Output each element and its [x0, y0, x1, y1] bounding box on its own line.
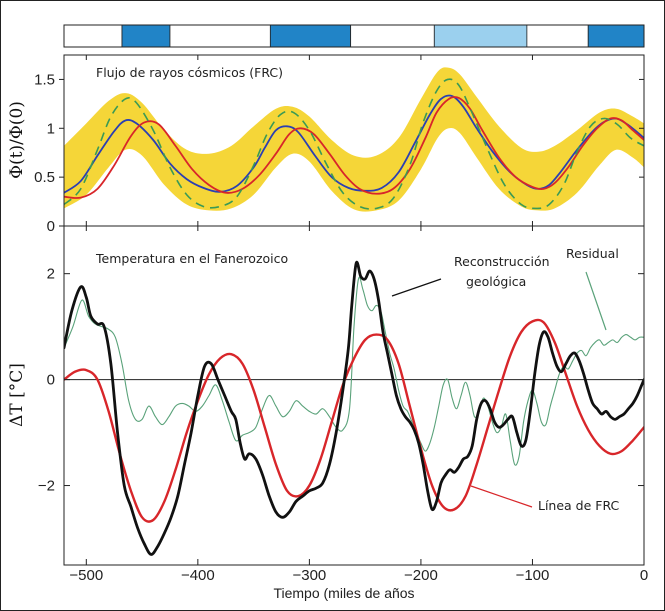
temperature-y-ticks: −2 0 2 [38, 266, 644, 495]
flux-ytick-label: 0 [47, 218, 55, 235]
series-linea-de-frc [64, 318, 644, 523]
temperature-panel-title: Temperatura en el Fanerozoico [95, 251, 288, 266]
period-bar [63, 24, 645, 48]
flux-ytick-label: 1.5 [34, 71, 55, 88]
temperature-series-group [64, 260, 644, 556]
flux-band-area [64, 67, 644, 212]
xtick-label: −400 [181, 567, 215, 584]
temperature-panel-frame [63, 225, 645, 566]
flux-ytick-label: 1 [47, 120, 55, 137]
temperature-ytick-label: −2 [38, 478, 55, 495]
series-frc-roja [64, 96, 644, 199]
series-reconstruccion-geologica [64, 260, 644, 556]
annotation-geological-pointer [391, 278, 442, 297]
flux-uncertainty-band [64, 67, 644, 212]
xtick-label: −200 [404, 567, 438, 584]
period-segment-4 [269, 24, 352, 48]
annotation-geological-line2: geológica [466, 274, 526, 289]
series-frc-verde-discontinua [64, 78, 644, 210]
period-segment-6 [433, 24, 528, 48]
period-segment-1 [63, 24, 123, 48]
flux-ytick-label: 0.5 [34, 169, 55, 186]
flux-series-group [64, 78, 644, 210]
temperature-y-axis-label: ΔT [°C] [7, 363, 27, 427]
time-x-axis-label: Tiempo (miles de años [273, 585, 414, 601]
flux-y-axis-label: Φ(t)/Φ(0) [7, 101, 27, 179]
annotation-geological-line1: Reconstrucción [454, 254, 550, 269]
xtick-label: −300 [292, 567, 326, 584]
flux-y-ticks: 0 0.5 1 1.5 [34, 71, 644, 235]
period-segment-7 [526, 24, 589, 48]
annotation-frc-pointer [470, 485, 533, 508]
annotation-frc-line: Línea de FRC [538, 498, 620, 513]
flux-panel-title: Flujo de rayos cósmicos (FRC) [96, 65, 283, 80]
period-bar-frame [63, 24, 645, 48]
annotation-residual-pointer [585, 271, 607, 331]
annotation-residual: Residual [566, 246, 619, 261]
xtick-label: −500 [69, 567, 103, 584]
time-x-ticks: −500 −400 −300 −200 −100 0 [69, 55, 648, 584]
period-segment-5 [350, 24, 435, 48]
xtick-label: −100 [516, 567, 550, 584]
temperature-ytick-label: 2 [47, 266, 55, 283]
temperature-ytick-label: 0 [47, 372, 55, 389]
period-segment-2 [121, 24, 171, 48]
period-segment-3 [169, 24, 271, 48]
xtick-label: 0 [640, 567, 648, 584]
series-frc-azul [64, 94, 644, 194]
period-segment-8 [587, 24, 645, 48]
